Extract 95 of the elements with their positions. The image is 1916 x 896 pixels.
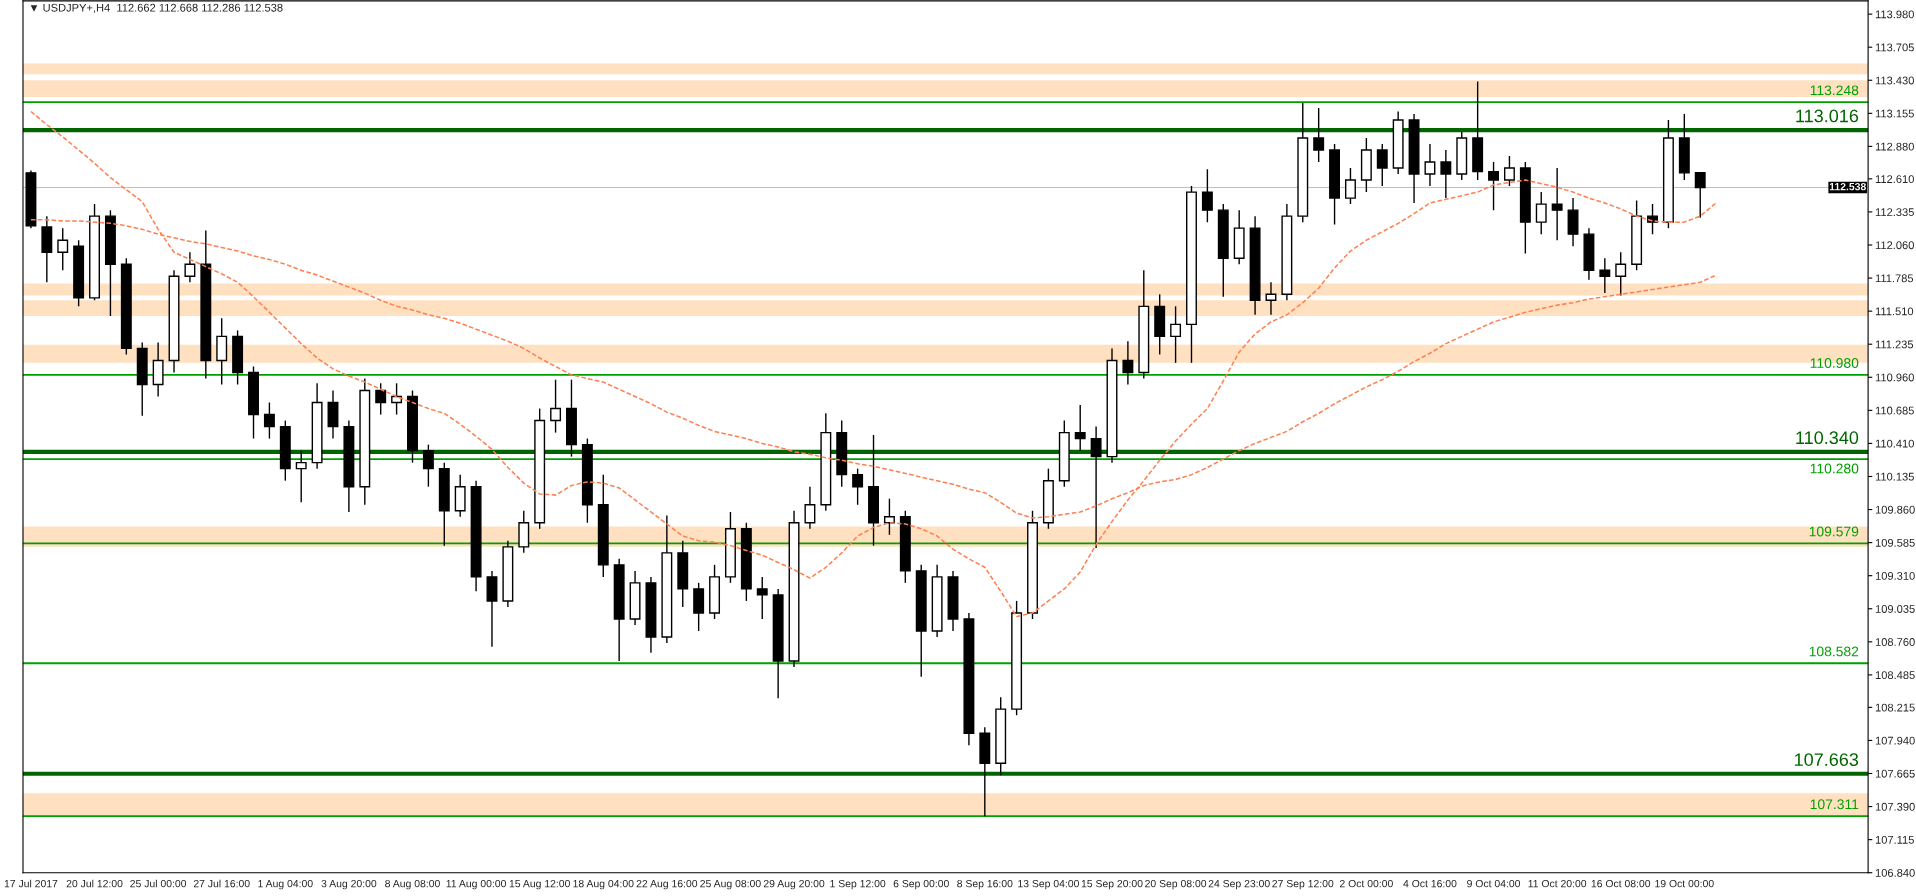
candlestick — [1424, 143, 1436, 187]
candlestick — [1074, 404, 1086, 452]
x-tick-label: 16 Oct 08:00 — [1591, 879, 1651, 888]
ref-line-label: 109.579 — [1809, 526, 1859, 537]
line-series — [30, 110, 1717, 618]
x-tick-label: 2 Oct 00:00 — [1339, 879, 1393, 888]
y-tick-label: 112.610 — [1875, 175, 1914, 183]
candlestick — [184, 251, 196, 283]
x-tick-label: 9 Oct 04:00 — [1467, 879, 1521, 888]
x-tick-label: 18 Aug 04:00 — [573, 879, 634, 890]
x-tick-label: 13 Sep 04:00 — [1018, 879, 1079, 890]
candlestick — [852, 467, 864, 506]
candlestick — [1535, 191, 1547, 235]
ref-line-label: 107.311 — [1810, 799, 1859, 810]
x-tick-label: 20 Sep 08:00 — [1145, 879, 1207, 890]
x-tick-label: 1 Aug 04:00 — [258, 879, 313, 890]
y-tick-label: 107.115 — [1875, 835, 1914, 844]
y-tick-label: 112.060 — [1875, 241, 1914, 250]
x-tick-label: 1 Sep 12:00 — [830, 879, 886, 890]
y-tick-label: 109.860 — [1875, 505, 1915, 514]
x-tick-label: 11 Oct 20:00 — [1528, 879, 1587, 888]
y-tick-label: 110.410 — [1875, 439, 1914, 448]
y-tick-label: 110.960 — [1875, 373, 1914, 382]
y-tick-label: 113.980 — [1875, 10, 1914, 19]
ref-line-label: 113.248 — [1810, 85, 1859, 96]
x-tick-label: 19 Oct 00:00 — [1655, 879, 1714, 888]
ref-line-label: 110.340 — [1796, 431, 1859, 445]
candlestick — [391, 382, 403, 416]
y-tick-label: 113.705 — [1875, 43, 1914, 52]
x-tick-label: 25 Jul 00:00 — [130, 879, 187, 888]
x-tick-label: 24 Sep 23:00 — [1208, 879, 1270, 890]
x-tick-label: 15 Aug 12:00 — [509, 879, 570, 890]
x-tick-label: 8 Aug 08:00 — [385, 879, 440, 890]
y-tick-label: 106.840 — [1875, 868, 1915, 877]
chart-title: ▼ USDJPY+,H4 112.662 112.668 112.286 112.538 — [30, 3, 283, 13]
y-tick-label: 109.310 — [1875, 571, 1915, 580]
candlestick — [1376, 143, 1388, 187]
y-tick-label: 113.430 — [1875, 76, 1914, 85]
y-tick-label: 110.135 — [1875, 472, 1914, 481]
candlestick — [1313, 107, 1325, 163]
y-tick-label: 107.940 — [1875, 736, 1915, 745]
candlestick — [1599, 257, 1611, 294]
candlestick — [1201, 168, 1213, 223]
y-tick-label: 108.215 — [1875, 703, 1915, 712]
candlestick — [1488, 161, 1500, 211]
candlestick — [1503, 155, 1515, 187]
x-tick-label: 25 Aug 08:00 — [700, 879, 761, 890]
ref-line-label: 107.663 — [1794, 753, 1859, 766]
y-tick-label: 113.155 — [1875, 109, 1914, 118]
candlestick — [883, 498, 895, 536]
ref-line-label: 110.980 — [1810, 358, 1859, 368]
candlestick — [756, 576, 768, 620]
x-tick-label: 22 Aug 16:00 — [636, 879, 698, 890]
y-tick-label: 112.335 — [1875, 208, 1914, 217]
x-tick-label: 3 Aug 20:00 — [321, 879, 377, 890]
candlestick — [422, 443, 434, 488]
candlestick — [1122, 340, 1134, 386]
x-tick-label: 15 Sep 20:00 — [1081, 879, 1143, 890]
candlestick — [295, 449, 307, 504]
y-tick-label: 110.685 — [1875, 406, 1914, 415]
ref-line-label: 113.016 — [1796, 109, 1859, 123]
x-tick-label: 20 Jul 12:00 — [66, 879, 123, 888]
candlestick — [1694, 171, 1706, 219]
candlestick — [57, 227, 69, 271]
candlestick — [1345, 167, 1356, 205]
y-tick-label: 107.390 — [1875, 802, 1915, 811]
candlestick — [1090, 425, 1102, 549]
y-tick-label: 109.035 — [1875, 605, 1915, 613]
x-tick-label: 27 Sep 12:00 — [1272, 879, 1334, 890]
x-tick-label: 17 Jul 2017 — [4, 879, 58, 888]
x-tick-label: 27 Jul 16:00 — [193, 879, 250, 888]
x-tick-label: 4 Oct 16:00 — [1403, 879, 1457, 888]
y-tick-label: 108.760 — [1875, 638, 1915, 646]
ref-line-label: 108.582 — [1809, 646, 1859, 657]
candlestick — [1440, 149, 1452, 199]
x-tick-label: 29 Aug 20:00 — [763, 879, 825, 890]
y-tick-label: 111.510 — [1875, 307, 1914, 316]
x-tick-label: 8 Sep 16:00 — [957, 879, 1013, 890]
ref-line-label: 112.538 — [1829, 182, 1866, 191]
candlestick — [375, 382, 387, 416]
x-tick-label: 6 Sep 00:00 — [893, 879, 949, 890]
y-tick-label: 112.880 — [1875, 142, 1914, 151]
ref-line-label: 110.280 — [1810, 463, 1859, 474]
candlestick — [1551, 167, 1563, 241]
candlestick — [1170, 305, 1182, 364]
y-tick-label: 111.235 — [1875, 340, 1914, 349]
y-tick-label: 107.665 — [1875, 769, 1915, 778]
candlestick — [263, 401, 275, 440]
candlestick — [804, 486, 816, 530]
candlestick — [1615, 251, 1627, 297]
x-tick-label: 11 Aug 00:00 — [446, 879, 506, 890]
y-tick-label: 111.785 — [1875, 274, 1914, 283]
y-tick-label: 108.485 — [1875, 671, 1915, 680]
candlestick — [550, 378, 562, 434]
y-tick-label: 109.585 — [1875, 538, 1915, 547]
